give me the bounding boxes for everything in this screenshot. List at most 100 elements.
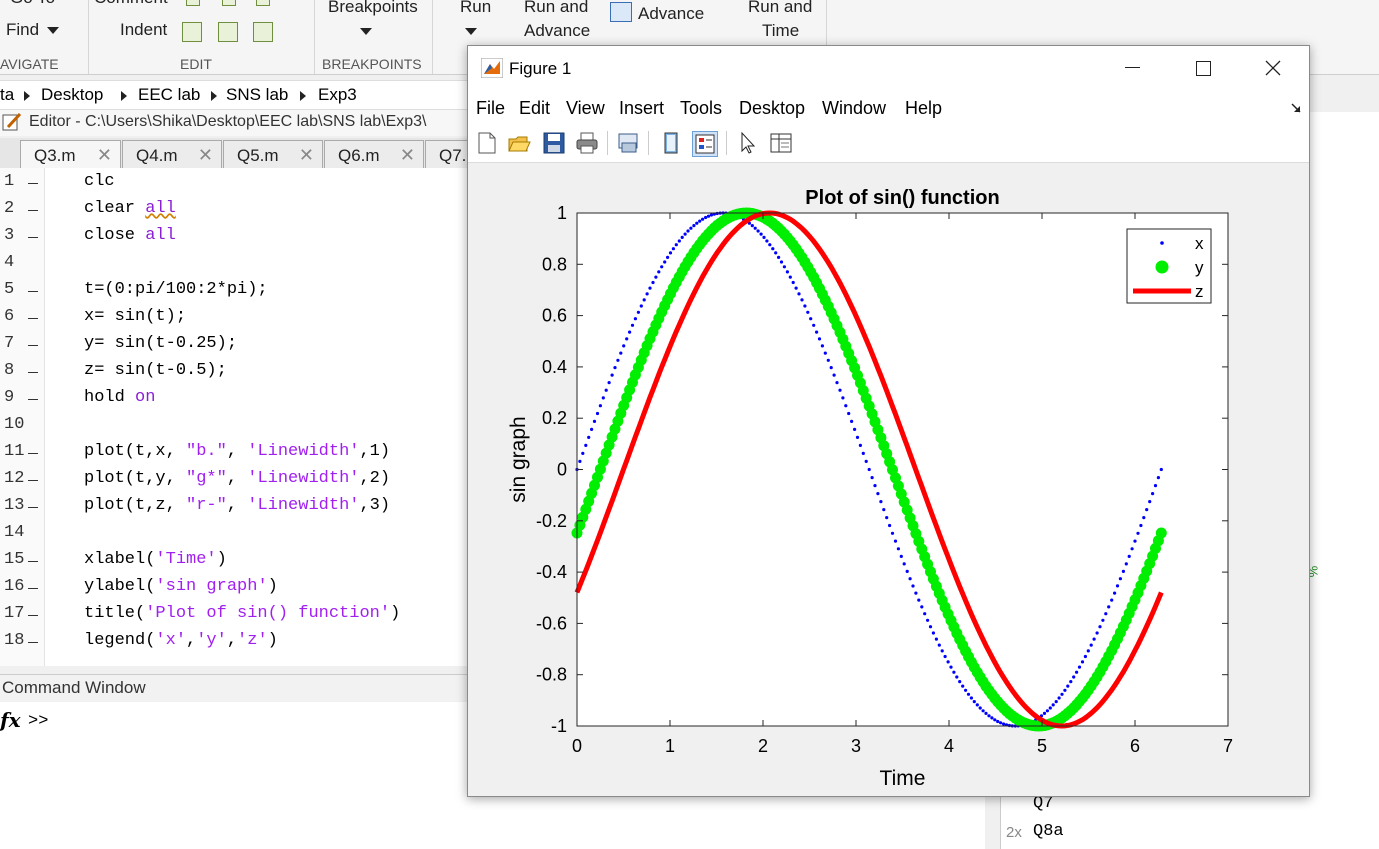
goto-button[interactable]: Go To <box>10 0 55 8</box>
breakpoint-marker[interactable] <box>28 291 38 292</box>
menu-tools[interactable]: Tools <box>680 98 723 118</box>
breadcrumb-item[interactable]: SNS lab <box>226 85 289 104</box>
breadcrumb-item[interactable]: Exp3 <box>318 85 357 104</box>
series-point-x <box>1145 508 1149 512</box>
series-point-y <box>1155 527 1167 539</box>
indent-button[interactable]: Indent <box>120 20 168 39</box>
tab-q6[interactable]: Q6.m ✕ <box>324 140 424 168</box>
maximize-icon[interactable] <box>1196 61 1211 76</box>
breakpoint-marker[interactable] <box>28 210 38 211</box>
menu-edit[interactable]: Edit <box>519 98 551 118</box>
series-point-x <box>782 265 786 269</box>
minimize-icon[interactable] <box>1125 67 1140 68</box>
line-number: 5 <box>4 280 15 299</box>
menu-desktop[interactable]: Desktop <box>739 98 806 118</box>
advance-icon[interactable] <box>610 2 632 22</box>
breakpoint-marker[interactable] <box>28 453 38 454</box>
property-editor-icon[interactable] <box>769 131 793 155</box>
tab-q3[interactable]: Q3.m ✕ <box>20 140 121 168</box>
history-item[interactable]: 2x Q8a <box>1001 820 1379 846</box>
breakpoint-marker[interactable] <box>28 642 38 643</box>
x-tick-label: 2 <box>758 736 768 756</box>
new-figure-icon[interactable] <box>475 131 499 155</box>
series-point-x <box>940 649 944 653</box>
breakpoint-marker[interactable] <box>28 480 38 481</box>
fx-icon[interactable]: fx <box>0 708 21 732</box>
breakpoint-marker[interactable] <box>28 237 38 238</box>
run-time-line1[interactable]: Run and <box>748 0 813 16</box>
breakpoint-marker[interactable] <box>28 183 38 184</box>
print-icon[interactable] <box>575 131 599 155</box>
colorbar-icon[interactable] <box>659 131 683 155</box>
series-point-x <box>966 692 971 696</box>
run-time-line2[interactable]: Time <box>762 21 800 40</box>
series-point-x <box>663 260 667 264</box>
increase-indent-icon[interactable] <box>218 22 238 42</box>
breakpoint-marker[interactable] <box>28 507 38 508</box>
breakpoint-marker[interactable] <box>28 399 38 400</box>
breakpoint-marker[interactable] <box>28 345 38 346</box>
sine-plot[interactable]: 0 1 2 3 4 5 6 7 -1 -0.8 -0.6 -0.4 -0.2 0 0.2 0.4 0.6 0.8 1… <box>468 163 1309 796</box>
close-icon[interactable]: ✕ <box>298 145 314 165</box>
line-number: 11 <box>4 442 25 461</box>
menu-view[interactable]: View <box>566 98 605 118</box>
line-number: 8 <box>4 361 15 380</box>
menu-help[interactable]: Help <box>905 98 943 118</box>
tab-q5[interactable]: Q5.m ✕ <box>223 140 323 168</box>
comment-icon[interactable] <box>186 0 200 6</box>
figure-titlebar[interactable]: Figure 1 <box>468 46 1309 90</box>
series-point-x <box>823 351 827 355</box>
series-point-x <box>1077 665 1082 669</box>
y-tick-label: 0.8 <box>542 254 567 274</box>
line-number: 9 <box>4 388 15 407</box>
decrease-indent-icon[interactable] <box>253 22 273 42</box>
series-point-x <box>870 476 874 480</box>
menu-window[interactable]: Window <box>822 98 887 118</box>
close-icon[interactable]: ✕ <box>96 145 112 165</box>
chevron-down-icon[interactable] <box>360 28 372 35</box>
tab-q7[interactable]: Q7. <box>425 140 470 168</box>
code-line: hold on <box>84 388 156 407</box>
series-point-x <box>666 255 670 259</box>
series-point-x <box>639 304 643 308</box>
open-file-icon[interactable] <box>507 131 531 155</box>
series-point-x <box>934 637 938 641</box>
breadcrumb-item[interactable]: ta <box>0 85 15 104</box>
breakpoint-marker[interactable] <box>28 588 38 589</box>
run-button[interactable]: Run <box>460 0 492 16</box>
wrap-comment-icon[interactable] <box>256 0 270 6</box>
find-button[interactable]: Find <box>6 20 60 40</box>
series-point-x <box>800 298 804 302</box>
breakpoint-marker[interactable] <box>28 372 38 373</box>
uncomment-icon[interactable] <box>222 0 236 6</box>
close-icon[interactable]: ✕ <box>197 145 213 165</box>
y-tick-label: 0 <box>557 460 567 480</box>
series-point-x <box>885 516 889 520</box>
advance-button[interactable]: Advance <box>638 4 705 23</box>
chevron-down-icon[interactable] <box>465 28 477 35</box>
close-icon[interactable] <box>1265 60 1281 76</box>
save-icon[interactable] <box>542 131 566 155</box>
pointer-icon[interactable] <box>736 131 760 155</box>
link-plot-icon[interactable] <box>616 131 640 155</box>
smart-indent-icon[interactable] <box>182 22 202 42</box>
breakpoint-marker[interactable] <box>28 561 38 562</box>
comment-button[interactable]: Comment <box>94 0 168 8</box>
series-point-x <box>695 221 699 225</box>
tab-q4[interactable]: Q4.m ✕ <box>122 140 222 168</box>
breakpoint-marker[interactable] <box>28 615 38 616</box>
breakpoint-marker[interactable] <box>28 318 38 319</box>
menu-file[interactable]: File <box>476 98 506 118</box>
dock-arrow-icon[interactable] <box>1290 102 1302 114</box>
legend-icon[interactable] <box>692 131 718 157</box>
series-point-x <box>847 411 851 416</box>
breadcrumb-item[interactable]: EEC lab <box>138 85 201 104</box>
breadcrumb-item[interactable]: Desktop <box>41 85 104 104</box>
run-advance-line2[interactable]: Advance <box>524 21 591 40</box>
breakpoints-button[interactable]: Breakpoints <box>328 0 418 16</box>
history-item[interactable]: Q7 <box>1001 792 1379 818</box>
menu-insert[interactable]: Insert <box>619 98 665 118</box>
run-advance-line1[interactable]: Run and <box>524 0 589 16</box>
code-editor[interactable] <box>0 168 470 666</box>
close-icon[interactable]: ✕ <box>399 145 415 165</box>
